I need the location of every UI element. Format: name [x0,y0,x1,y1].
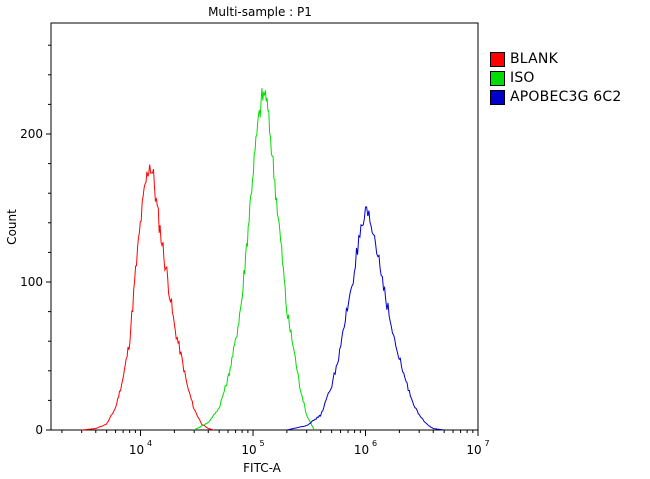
data-point [261,97,262,98]
plot-area [50,22,479,431]
x-tick-exponent: 6 [372,439,377,448]
data-point [257,126,258,127]
data-point [81,430,82,431]
data-point [242,296,243,297]
legend: BLANK ISO APOBEC3G 6C2 [490,50,621,107]
y-tick-label: 200 [20,127,43,141]
data-point [106,424,107,425]
data-point [306,415,307,416]
x-axis: 10 4 10 5 10 6 10 7 [61,430,490,457]
x-tick-label: 10 [241,443,256,457]
series-line-0 [81,164,215,431]
data-point [412,400,413,401]
data-point [426,424,427,425]
data-point [140,222,141,223]
x-tick-label: 10 [354,443,369,457]
data-point [286,430,287,431]
data-point [208,428,209,429]
data-point [174,326,175,327]
series-group [81,88,445,431]
legend-label-iso: ISO [510,70,535,86]
legend-swatch-blank [490,51,505,67]
x-tick-exponent: 7 [484,439,489,448]
data-point [208,422,209,423]
data-point [281,252,282,253]
data-point [181,356,182,357]
legend-swatch-apobec3g [490,89,505,105]
x-tick-label: 10 [129,443,144,457]
data-point [360,237,361,238]
data-point [163,252,164,253]
data-point [444,430,445,431]
data-point [228,378,229,379]
data-point [433,428,434,429]
data-point [320,415,321,416]
data-point [293,348,294,349]
y-axis: 0 100 200 [20,44,51,437]
data-point [214,430,215,431]
series-line-2 [286,206,445,431]
data-point [129,341,130,342]
data-point [201,424,202,425]
data-point [145,185,146,186]
series-line-1 [193,88,315,431]
data-point [219,407,220,408]
data-point [194,409,195,410]
y-tick-label: 100 [20,275,43,289]
data-point [348,304,349,305]
legend-label-blank: BLANK [510,51,558,67]
data-point [314,430,315,431]
legend-label-apobec3g: APOBEC3G 6C2 [510,89,622,105]
data-point [340,348,341,349]
x-tick-exponent: 5 [259,439,264,448]
data-point [299,385,300,386]
data-point [276,193,277,194]
data-point [331,385,332,386]
data-point [265,92,266,93]
data-point [286,311,287,312]
data-point [269,126,270,127]
data-point [370,222,371,223]
x-tick-exponent: 4 [147,439,152,448]
x-axis-label: FITC-A [243,461,282,475]
data-point [354,267,355,268]
data-point [95,428,96,429]
data-point [253,171,254,172]
legend-item-blank: BLANK [490,50,621,68]
data-point [374,237,375,238]
data-point [306,425,307,426]
data-point [194,430,195,431]
x-tick-label: 10 [466,443,481,457]
data-point [187,385,188,386]
data-point [149,163,150,164]
chart-title: Multi-sample : P1 [208,5,312,19]
legend-item-iso: ISO [490,69,621,87]
data-point [235,341,236,342]
data-point [135,274,136,275]
data-point [388,311,389,312]
data-point [169,289,170,290]
data-point [123,378,124,379]
legend-swatch-iso [490,70,505,86]
plot-frame [50,22,479,431]
data-point [406,382,407,383]
data-point [394,341,395,342]
y-axis-label: Count [5,209,19,245]
data-point [247,230,248,231]
data-point [365,215,366,216]
legend-item-apobec3g: APOBEC3G 6C2 [490,88,621,106]
data-point [399,359,400,360]
data-point [153,175,154,176]
data-point [419,415,420,416]
data-point [115,407,116,408]
data-point [157,208,158,209]
data-point [381,274,382,275]
y-tick-label: 0 [35,423,43,437]
